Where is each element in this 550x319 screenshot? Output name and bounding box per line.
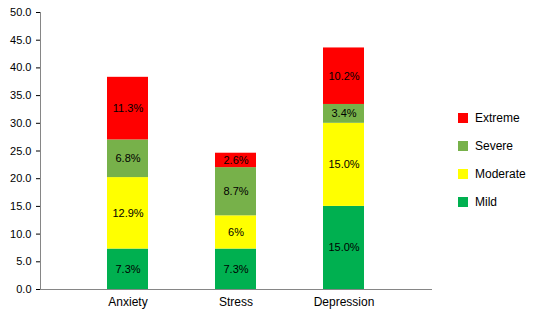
svg-text:50.0: 50.0 — [10, 6, 31, 18]
html-text:Extreme: Extreme — [475, 110, 520, 125]
svg-text:40.0: 40.0 — [10, 61, 31, 73]
svg-text:30.0: 30.0 — [10, 117, 31, 129]
svg-text:45.0: 45.0 — [10, 34, 31, 46]
svg-text:25.0: 25.0 — [10, 145, 31, 157]
svg-text:12.9%: 12.9% — [112, 207, 143, 219]
html-text:Severe: Severe — [475, 138, 513, 153]
svg-text:7.3%: 7.3% — [115, 263, 140, 275]
svg-text:Depression: Depression — [314, 295, 375, 309]
svg-text:Stress: Stress — [219, 295, 253, 309]
svg-text:15.0: 15.0 — [10, 200, 31, 212]
svg-text:11.3%: 11.3% — [113, 102, 144, 114]
svg-text:7.3%: 7.3% — [223, 263, 248, 275]
svg-text:5.0: 5.0 — [16, 255, 31, 267]
svg-text:3.4%: 3.4% — [331, 107, 356, 119]
svg-text:6%: 6% — [228, 226, 244, 238]
svg-text:20.0: 20.0 — [10, 172, 31, 184]
html-text:Moderate: Moderate — [475, 166, 526, 181]
svg-text:Anxiety: Anxiety — [108, 295, 147, 309]
svg-text:2.6%: 2.6% — [223, 154, 248, 166]
svg-text:35.0: 35.0 — [10, 89, 31, 101]
html-text:Mild: Mild — [475, 194, 497, 209]
svg-text:15.0%: 15.0% — [328, 158, 359, 170]
svg-text:15.0%: 15.0% — [328, 241, 359, 253]
svg-text:10.0: 10.0 — [10, 228, 31, 240]
svg-text:8.7%: 8.7% — [223, 185, 248, 197]
svg-text:10.2%: 10.2% — [328, 70, 359, 82]
svg-text:0.0: 0.0 — [16, 283, 31, 295]
svg-text:6.8%: 6.8% — [115, 152, 140, 164]
